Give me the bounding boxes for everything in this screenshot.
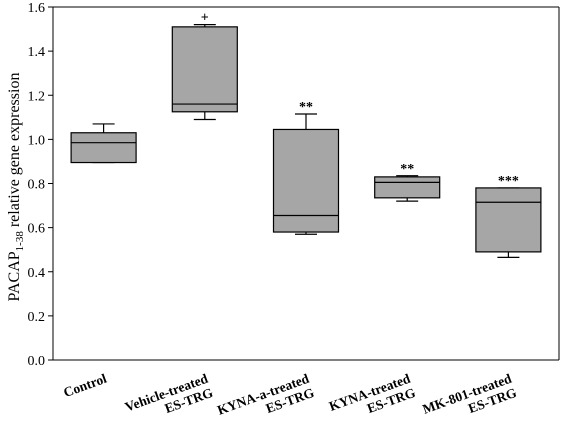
y-axis-label-rest: relative gene expression	[6, 73, 23, 232]
y-tick-label: 0.2	[28, 310, 46, 325]
y-tick-label: 0.0	[28, 354, 46, 369]
significance-marker: +	[201, 11, 209, 26]
box	[171, 26, 238, 113]
significance-marker: ***	[498, 174, 519, 189]
x-category-label: MK-801-treatedES-TRG	[420, 371, 519, 431]
x-category-label-line: Control	[61, 371, 108, 400]
box	[272, 128, 340, 233]
y-axis-label: PACAP1-38 relative gene expression	[6, 73, 26, 302]
x-category-label: Vehicle-treatedES-TRG	[123, 371, 215, 429]
x-category-label: KYNA-treatedES-TRG	[327, 371, 418, 429]
y-tick-label: 1.2	[28, 89, 46, 104]
significance-marker: **	[299, 100, 313, 115]
box-group: **	[272, 100, 340, 235]
significance-marker: **	[400, 162, 414, 177]
box	[374, 176, 441, 199]
box-group	[70, 123, 137, 164]
box-group: **	[374, 162, 441, 202]
y-tick-label: 1.4	[28, 45, 46, 60]
y-tick-label: 0.8	[28, 178, 46, 193]
x-axis: Control Vehicle-treatedES-TRG KYNA-a-treat…	[53, 359, 559, 432]
y-tick-label: 1.0	[28, 133, 46, 148]
y-axis-label-subscript: 1-38	[14, 231, 26, 252]
box-group: ***	[475, 174, 542, 259]
y-tick-label: 0.6	[28, 222, 46, 237]
y-tick-label: 0.4	[28, 266, 46, 281]
box	[70, 132, 137, 164]
x-category-label: Control	[61, 371, 108, 400]
box-group: +	[171, 11, 238, 121]
box	[475, 187, 542, 253]
plot-area: +*******	[53, 6, 560, 360]
y-axis-label-main: PACAP	[6, 251, 23, 301]
y-axis: 0.0 0.2 0.4 0.6 0.8 1.0 1.2 1.4 1.6	[28, 1, 54, 369]
y-tick-label: 1.6	[28, 1, 46, 16]
x-category-label: KYNA-a-treatedES-TRG	[215, 371, 316, 432]
